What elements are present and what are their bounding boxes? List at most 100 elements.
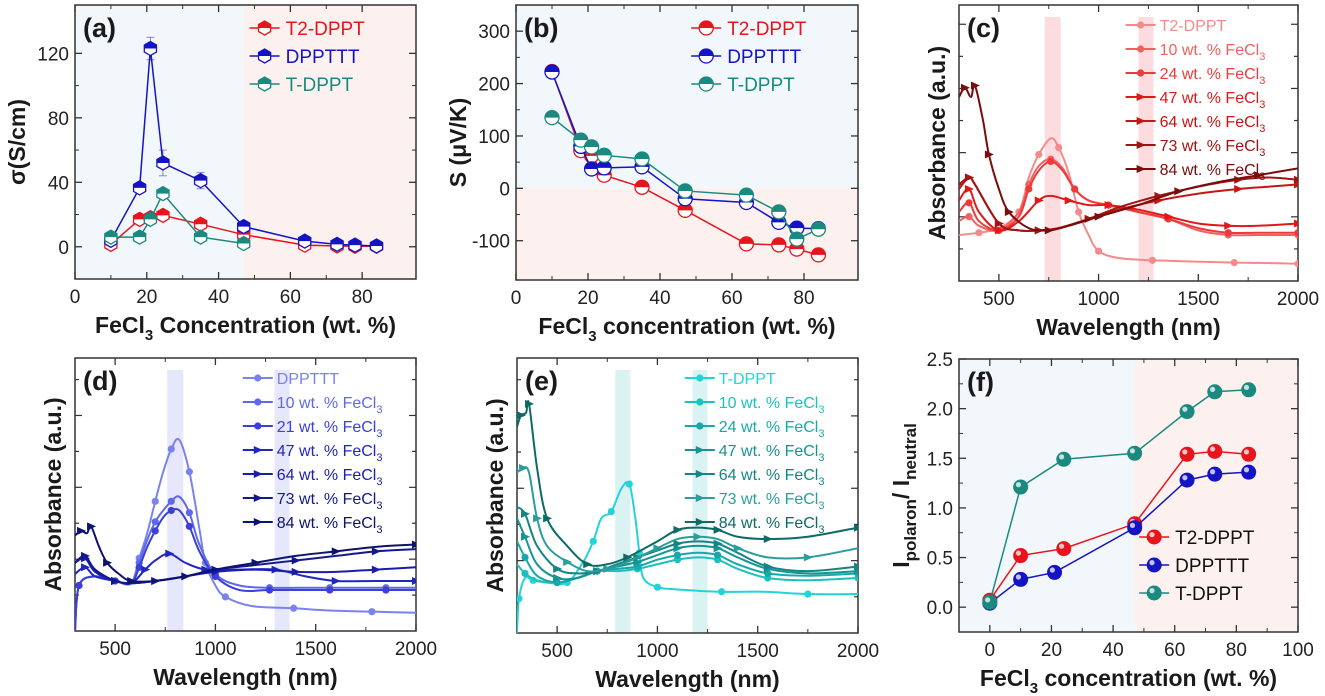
data-point-body — [1179, 404, 1195, 420]
legend-label: DPPTTT — [727, 47, 801, 68]
legend-item: T2-DPPT — [1139, 528, 1255, 549]
panel-label: (c) — [967, 13, 1000, 43]
data-point-fill — [545, 65, 559, 73]
data-point — [1179, 404, 1195, 420]
data-point — [771, 237, 787, 253]
axes-frame — [74, 357, 417, 632]
legend-label: DPPTTT — [1175, 556, 1249, 577]
data-point — [964, 173, 974, 182]
legend-label-part: 10 wt. % FeCl — [1160, 42, 1260, 59]
data-point — [583, 161, 600, 177]
data-point-fill — [258, 21, 271, 28]
data-point-fill — [156, 186, 170, 194]
x-tick-label: 2000 — [837, 641, 879, 662]
y-axis-title-sub: polaron — [901, 499, 920, 561]
legend-label-part: 84 wt. % FeCl — [1160, 162, 1260, 179]
data-point — [1179, 472, 1195, 488]
data-point — [254, 398, 262, 406]
legend-item: T-DPPT — [249, 75, 354, 96]
panel-a: 0 20 40 60 80 0 40 80 120 FeCl3 Concentration (wt… — [4, 4, 417, 344]
data-point-fill — [194, 173, 207, 181]
data-point — [1241, 382, 1257, 398]
data-point-highlight — [1209, 446, 1216, 452]
legend-label-part: 73 wt. % FeCl — [277, 491, 377, 508]
legend-label: 64 wt. % FeCl3 — [719, 467, 825, 488]
y-tick-label: -100 — [472, 232, 510, 253]
data-point-highlight — [1015, 550, 1022, 556]
data-point — [1025, 185, 1033, 193]
legend-item: T-DPPT — [691, 75, 795, 96]
data-point-fill — [699, 77, 714, 84]
data-point — [1013, 571, 1029, 587]
data-point-fill — [237, 236, 250, 244]
legend-item: 47 wt. % FeCl3 — [242, 443, 383, 464]
data-point — [695, 494, 705, 502]
data-point — [167, 506, 175, 515]
y-tick-label: 100 — [478, 127, 510, 148]
data-point-fill — [789, 221, 804, 229]
data-point — [1004, 208, 1014, 216]
data-point-fill — [330, 237, 344, 245]
data-point — [994, 226, 1004, 235]
data-point — [763, 562, 773, 571]
x-axis-title-sub: 3 — [588, 328, 596, 345]
y-tick-label: 2.0 — [927, 400, 953, 421]
legend-label: T-DPPT — [286, 75, 354, 96]
data-point — [181, 572, 191, 581]
data-point — [696, 374, 704, 382]
data-point-highlight — [1015, 574, 1022, 580]
data-point-fill — [811, 222, 826, 230]
x-axis-title: FeCl3 Concentration (wt. %) — [95, 312, 396, 344]
series-t-dppt — [104, 185, 251, 252]
data-point-body — [1241, 464, 1257, 480]
data-point — [75, 581, 83, 590]
data-point — [695, 470, 705, 478]
y-tick-label: 0.5 — [927, 549, 953, 570]
x-tick-label: 1500 — [295, 639, 337, 660]
data-point — [104, 229, 118, 245]
x-tick-label: 80 — [352, 287, 373, 308]
legend-label: 47 wt. % FeCl3 — [277, 443, 383, 464]
data-point — [810, 221, 827, 237]
data-point — [1294, 175, 1298, 184]
y-tick-label: 1.0 — [927, 499, 953, 520]
panel-label: (f) — [967, 367, 994, 397]
data-point-fill — [771, 237, 786, 245]
legend-label-sub: 3 — [818, 500, 824, 512]
data-point — [1164, 212, 1174, 221]
legend-label-part: 21 wt. % FeCl — [277, 419, 377, 436]
data-point — [789, 231, 805, 247]
legend-label-sub: 3 — [818, 428, 824, 440]
data-point — [544, 109, 560, 126]
legend-item: T2-DPPT — [691, 19, 807, 40]
legend-label-part: 73 wt. % FeCl — [1160, 138, 1260, 155]
data-point-fill — [298, 234, 311, 242]
data-point — [412, 576, 416, 585]
data-point — [960, 83, 970, 92]
data-point-highlight — [1182, 475, 1188, 481]
data-point — [271, 565, 281, 574]
data-point — [713, 539, 723, 548]
data-point-fill — [194, 230, 207, 238]
data-point — [634, 151, 650, 167]
data-point-highlight — [1243, 384, 1250, 390]
data-point — [698, 76, 714, 92]
data-point-fill — [133, 230, 146, 238]
data-point — [236, 235, 251, 252]
data-point — [330, 236, 344, 253]
x-tick-label: 60 — [280, 287, 301, 308]
data-point — [185, 509, 193, 517]
data-point — [1136, 165, 1146, 173]
legend-item: 47 wt. % FeCl3 — [1125, 90, 1265, 111]
legend-label: 84 wt. % FeCl3 — [719, 515, 825, 536]
y-tick-label: 200 — [478, 75, 510, 96]
data-point — [1056, 451, 1072, 467]
data-point — [371, 547, 381, 556]
data-point — [623, 553, 633, 562]
series-line — [959, 137, 1298, 265]
x-tick-label: 0 — [511, 288, 522, 309]
data-point-body — [1013, 479, 1029, 495]
data-point — [257, 48, 272, 64]
